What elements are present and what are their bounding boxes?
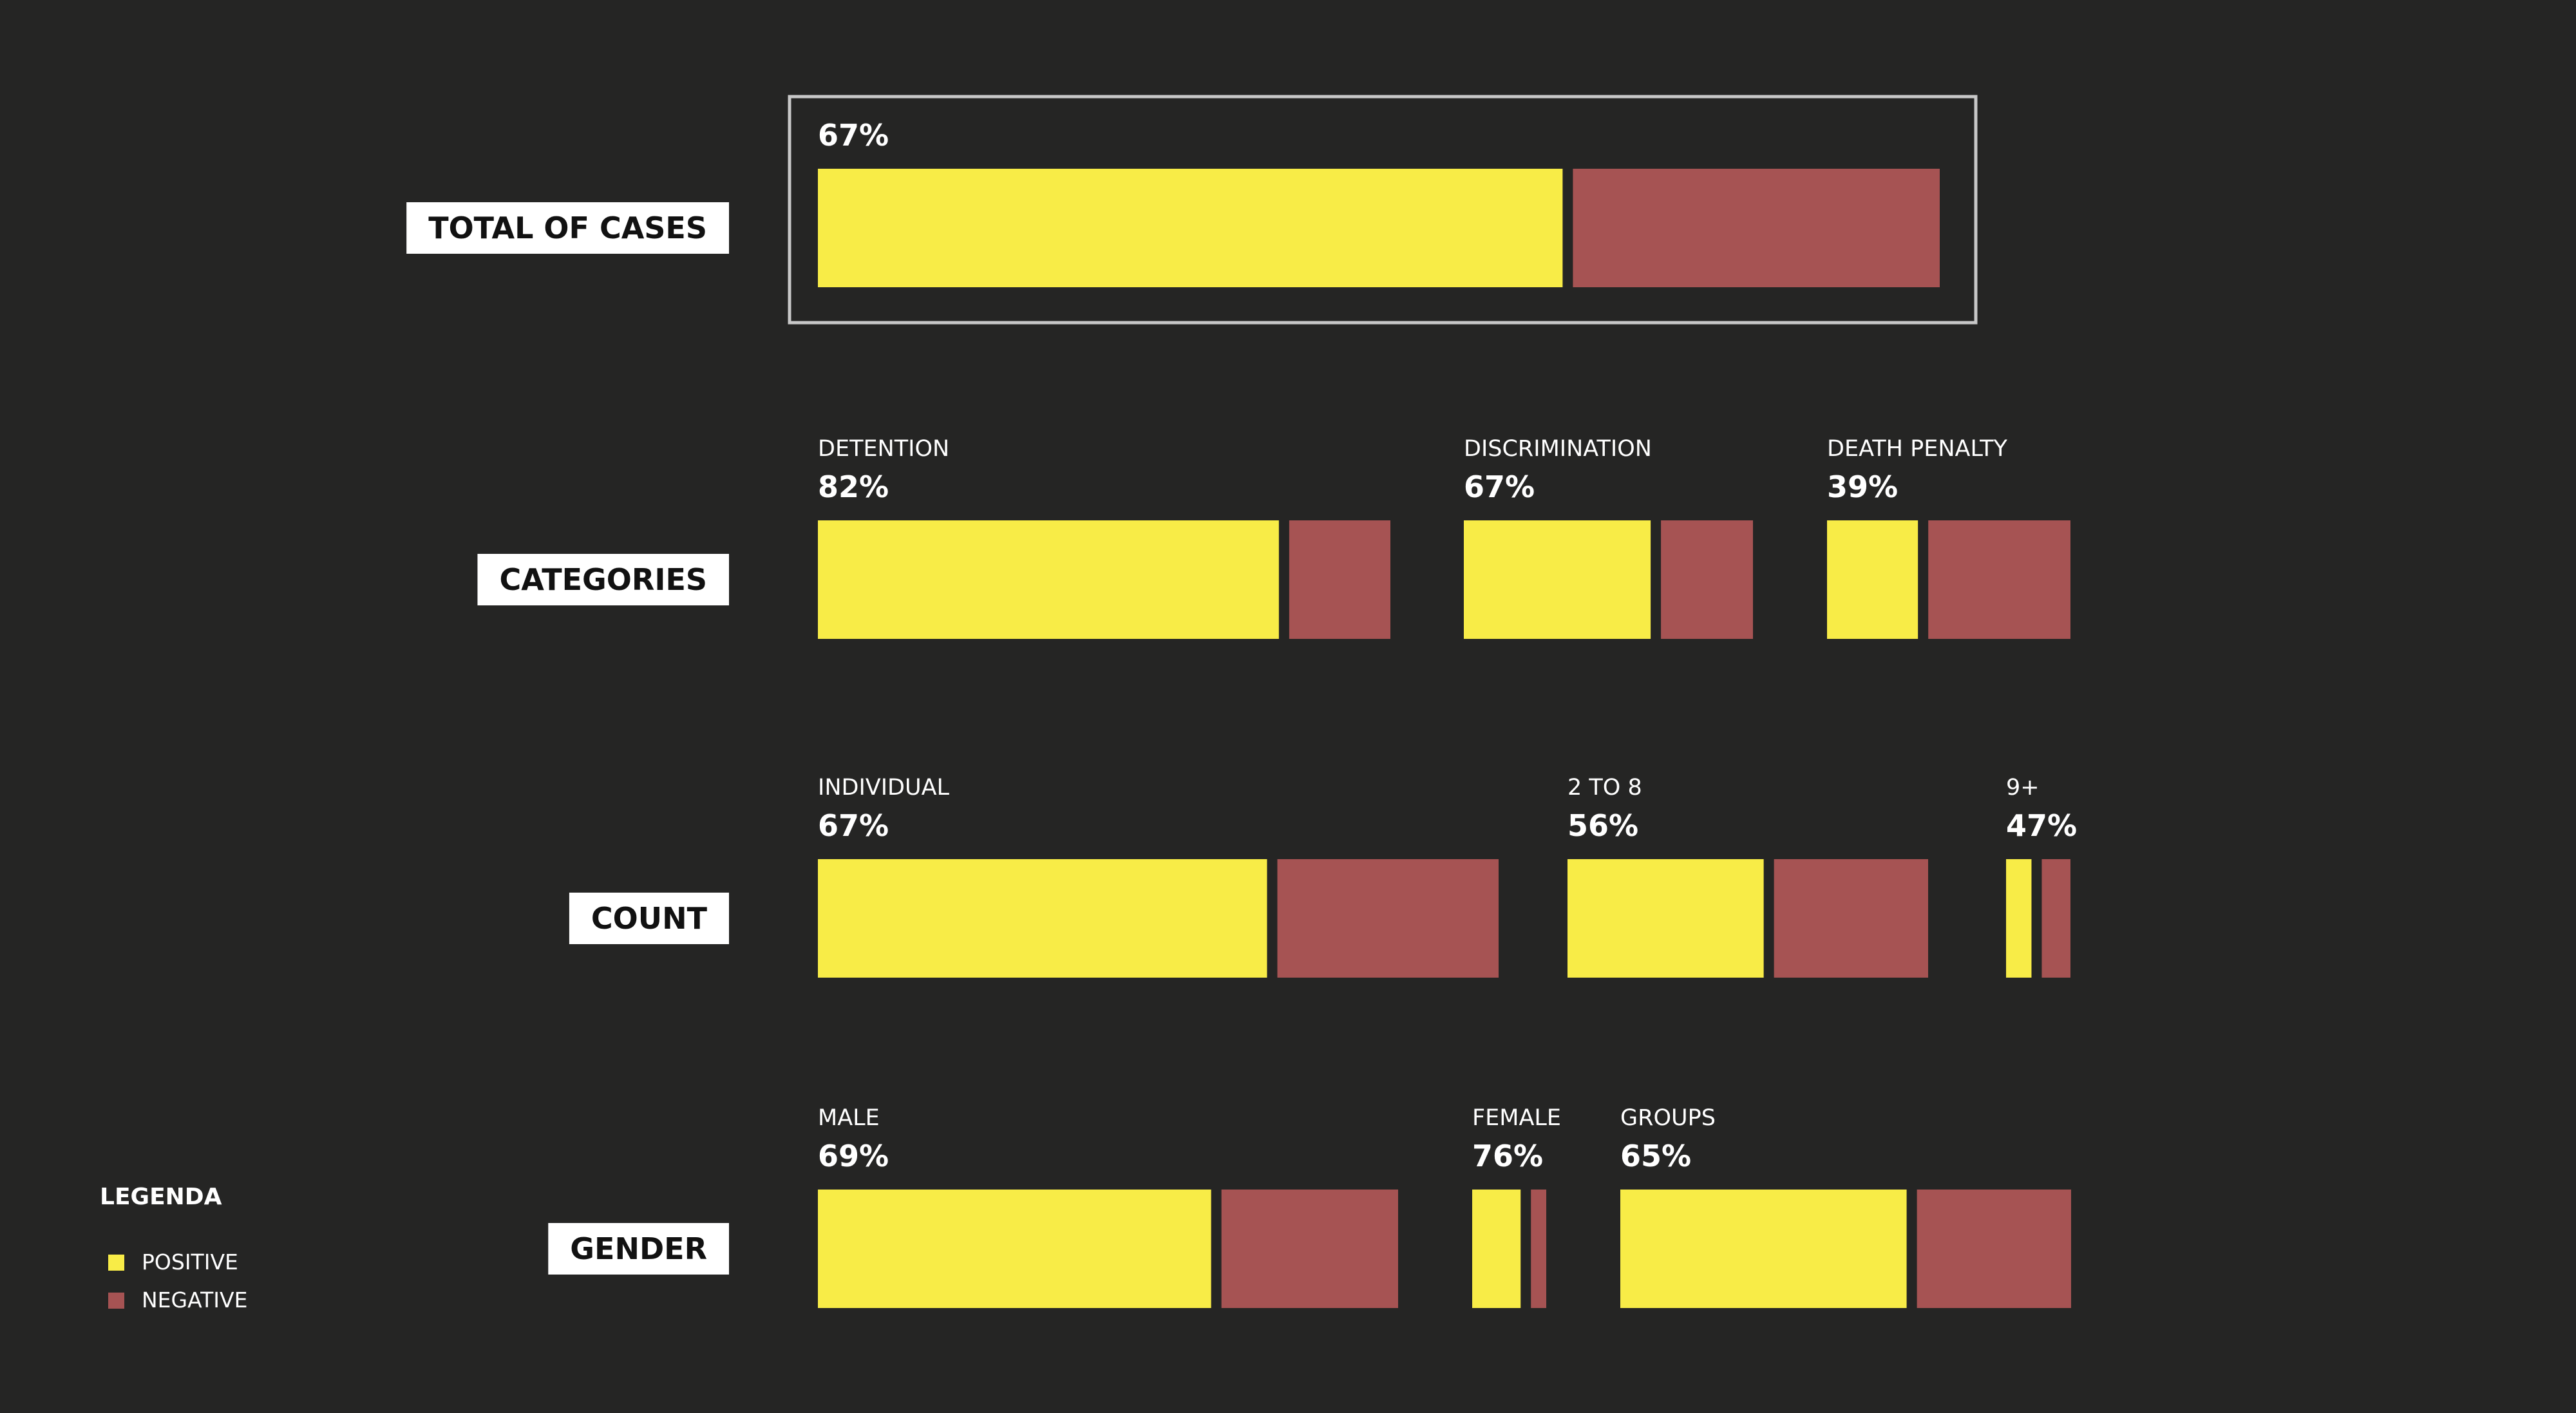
row-label-box bbox=[477, 554, 729, 605]
bar-group-male: MALE 69% bbox=[818, 1105, 1398, 1308]
bar-positive bbox=[1464, 520, 1651, 639]
legend-swatch-negative bbox=[108, 1293, 124, 1309]
bar-negative bbox=[1661, 520, 1753, 639]
row-label-box bbox=[406, 202, 729, 254]
bar-group-groups: GROUPS 65% bbox=[1620, 1105, 2071, 1308]
bar-negative bbox=[1277, 859, 1499, 978]
row-labels: TOTAL OF CASES CATEGORIES COUNT GENDER bbox=[406, 202, 729, 1275]
group-name-label: DETENTION bbox=[818, 436, 949, 462]
group-name-label: 2 TO 8 bbox=[1567, 775, 1642, 801]
row-label-text: CATEGORIES bbox=[499, 562, 707, 597]
legend-swatch-positive bbox=[108, 1255, 124, 1271]
group-name-label: DEATH PENALTY bbox=[1827, 436, 2008, 462]
bar-group-9-: 9+47% bbox=[2006, 775, 2077, 978]
bar-group-total: 67% bbox=[818, 118, 1940, 287]
bar-group-2-to-8: 2 TO 8 56% bbox=[1567, 775, 1928, 978]
percent-label: 76% bbox=[1472, 1139, 1543, 1173]
highlight-frame-group bbox=[788, 95, 1978, 325]
legend-label-negative: NEGATIVE bbox=[142, 1287, 247, 1313]
bar-negative bbox=[1573, 169, 1940, 287]
legend-title: LEGENDA bbox=[100, 1184, 222, 1210]
bar-positive bbox=[2006, 859, 2032, 978]
bar-negative bbox=[1917, 1190, 2071, 1308]
bar-group-death-penalty: DEATH PENALTY 39% bbox=[1827, 436, 2070, 639]
bar-negative bbox=[1774, 859, 1928, 978]
percent-label: 65% bbox=[1620, 1139, 1691, 1173]
percent-label: 67% bbox=[1464, 469, 1535, 504]
row-label-text: TOTAL OF CASES bbox=[428, 211, 707, 245]
bar-positive bbox=[818, 859, 1267, 978]
group-name-label: 9+ bbox=[2006, 775, 2040, 801]
bar-positive bbox=[818, 1190, 1211, 1308]
bar-negative bbox=[1928, 520, 2070, 639]
bar-negative bbox=[1289, 520, 1390, 639]
group-name-label: GROUPS bbox=[1620, 1105, 1716, 1131]
group-name-label: FEMALE bbox=[1472, 1105, 1561, 1131]
bar-negative bbox=[1221, 1190, 1398, 1308]
bar-group-female: FEMALE 76% bbox=[1472, 1105, 1561, 1308]
bar-negative bbox=[1531, 1190, 1546, 1308]
row-label-box bbox=[569, 893, 729, 944]
bar-positive bbox=[1620, 1190, 1907, 1308]
percent-label: 67% bbox=[818, 808, 889, 843]
percent-label: 82% bbox=[818, 469, 889, 504]
row-label-text: COUNT bbox=[591, 901, 708, 936]
row-label-gender: GENDER bbox=[548, 1223, 729, 1275]
bar-positive bbox=[818, 520, 1279, 639]
bar-group-detention: DETENTION 82% bbox=[818, 436, 1390, 639]
row-label-text: GENDER bbox=[570, 1231, 707, 1266]
percent-label: 47% bbox=[2006, 808, 2077, 843]
highlight-frame bbox=[788, 95, 1978, 325]
percent-label: 56% bbox=[1567, 808, 1638, 843]
bar-group-individual: INDIVIDUAL 67% bbox=[818, 775, 1499, 978]
row-label-total-of-cases: TOTAL OF CASES bbox=[406, 202, 729, 254]
percent-label: 69% bbox=[818, 1139, 889, 1173]
bar-positive bbox=[1472, 1190, 1521, 1308]
group-name-label: DISCRIMINATION bbox=[1464, 436, 1652, 462]
bar-negative bbox=[2041, 859, 2070, 978]
bar-group-discrimination: DISCRIMINATION 67% bbox=[1464, 436, 1753, 639]
bar-groups: 67% DETENTION 82% DISCRIMINATION 67% DEATH PE… bbox=[818, 118, 2077, 1308]
group-name-label: INDIVIDUAL bbox=[818, 775, 950, 801]
group-name-label: MALE bbox=[818, 1105, 880, 1131]
bar-positive bbox=[818, 169, 1563, 287]
bar-positive bbox=[1827, 520, 1918, 639]
legend-label-positive: POSITIVE bbox=[142, 1249, 238, 1275]
percent-label: 39% bbox=[1827, 469, 1898, 504]
legend: LEGENDA POSITIVE NEGATIVE bbox=[100, 1184, 247, 1313]
percent-label: 67% bbox=[818, 118, 889, 153]
row-label-categories: CATEGORIES bbox=[477, 554, 729, 605]
row-label-box bbox=[548, 1223, 729, 1275]
row-label-count: COUNT bbox=[569, 893, 729, 944]
bar-positive bbox=[1567, 859, 1764, 978]
